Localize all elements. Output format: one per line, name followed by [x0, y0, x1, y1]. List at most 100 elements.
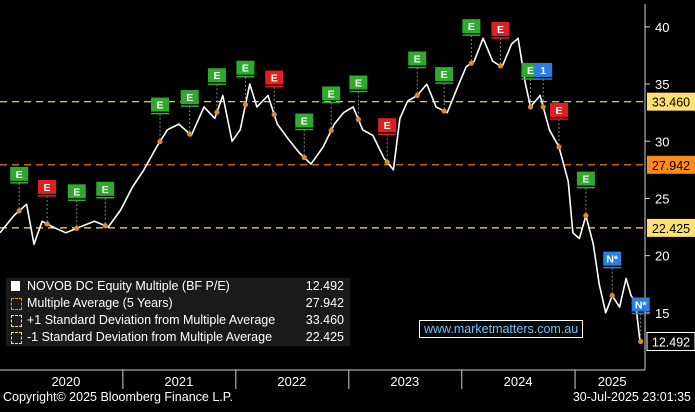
y-tick-label: 15	[655, 306, 669, 321]
event-badge	[151, 97, 170, 112]
legend-label: +1 Standard Deviation from Multiple Aver…	[27, 313, 276, 327]
reference-value-tag	[647, 218, 695, 237]
event-dot	[355, 116, 362, 123]
event-dot	[540, 104, 546, 110]
event-dot	[414, 92, 420, 99]
event-label: N*	[635, 299, 648, 311]
event-badge	[96, 181, 115, 196]
copyright-text: Copyright© 2025 Bloomberg Finance L.P.	[3, 390, 233, 404]
last-value-label: 12.492	[652, 335, 690, 349]
event-label: E	[414, 54, 421, 66]
series-line	[0, 37, 641, 342]
event-label: 1	[540, 65, 546, 77]
event-badge	[491, 21, 510, 36]
event-label: E	[242, 63, 249, 75]
event-badge	[295, 113, 314, 128]
legend-item: -1 Standard Deviation from Multiple Aver…	[6, 329, 350, 346]
event-label: E	[44, 182, 51, 194]
footer: Copyright© 2025 Bloomberg Finance L.P. 3…	[0, 389, 695, 407]
event-dot	[157, 138, 163, 145]
event-badge	[549, 102, 568, 117]
event-dot	[583, 212, 589, 219]
event-badge	[631, 297, 650, 312]
event-label: E	[384, 120, 391, 132]
event-label: E	[102, 184, 109, 196]
event-label: N*	[606, 254, 619, 266]
x-tick-label: 2024	[504, 374, 533, 389]
legend-label: NOVOB DC Equity Multiple (BF P/E)	[27, 279, 230, 293]
event-dot	[556, 144, 562, 150]
event-label: E	[16, 169, 23, 181]
x-tick-label: 2022	[277, 374, 306, 389]
event-label: E	[186, 92, 193, 104]
event-badge	[10, 166, 29, 181]
reference-value-label: 33.460	[652, 96, 690, 110]
x-tick-label: 2023	[390, 374, 419, 389]
event-badge	[534, 62, 553, 77]
event-dot	[441, 108, 447, 114]
event-label: E	[73, 186, 80, 198]
event-dot	[187, 131, 193, 137]
event-label: E	[301, 116, 308, 128]
event-dot	[74, 225, 80, 231]
legend-value: 33.460	[305, 313, 344, 327]
event-dot	[102, 223, 108, 229]
event-badge	[576, 171, 595, 186]
event-dot	[468, 60, 474, 66]
event-dot	[242, 102, 249, 108]
y-tick-label: 35	[655, 77, 669, 92]
source-link[interactable]: www.marketmatters.com.au	[419, 320, 584, 338]
event-dot	[328, 127, 334, 134]
legend-value: 22.425	[305, 330, 344, 344]
legend-label: Multiple Average (5 Years)	[27, 296, 173, 310]
x-tick-label: 2025	[598, 374, 627, 389]
event-dot	[384, 159, 390, 165]
reference-value-label: 22.425	[652, 222, 690, 236]
event-label: E	[328, 88, 335, 100]
legend-swatch-dashed	[11, 332, 22, 344]
event-label: E	[157, 100, 164, 112]
event-label: E	[527, 65, 534, 77]
event-dot	[497, 63, 504, 69]
event-badge	[38, 179, 57, 194]
legend-value: 27.942	[305, 296, 344, 310]
event-badge	[180, 90, 199, 105]
legend-item: Multiple Average (5 Years) 27.942	[6, 295, 350, 312]
event-badge	[207, 68, 226, 83]
legend-swatch-dashed	[11, 315, 22, 327]
event-label: E	[271, 73, 278, 85]
legend-swatch-solid	[11, 281, 20, 291]
event-dot	[527, 104, 534, 110]
y-tick-label: 30	[655, 134, 669, 149]
event-dot	[44, 221, 50, 227]
y-tick-label: 25	[655, 191, 669, 206]
legend-item: NOVOB DC Equity Multiple (BF P/E) 12.492	[6, 278, 350, 295]
last-value-tag	[646, 331, 695, 351]
x-tick-label: 2021	[164, 374, 193, 389]
event-badge	[378, 118, 397, 133]
event-label: E	[213, 70, 220, 82]
legend-value: 12.492	[305, 279, 344, 293]
event-dot	[214, 109, 220, 115]
event-label: E	[497, 24, 504, 36]
event-dot	[609, 293, 615, 299]
event-dot	[16, 208, 22, 214]
legend-item: +1 Standard Deviation from Multiple Aver…	[6, 312, 350, 329]
event-dot	[271, 111, 277, 118]
event-badge	[408, 51, 427, 66]
legend-label: -1 Standard Deviation from Multiple Aver…	[27, 330, 273, 344]
event-label: E	[468, 21, 475, 33]
event-label: E	[355, 77, 362, 89]
reference-value-tag	[647, 92, 695, 111]
event-badge	[349, 75, 368, 90]
reference-value-tag	[647, 155, 695, 174]
event-label: E	[555, 105, 562, 117]
timestamp-text: 30-Jul-2025 23:01:35	[572, 390, 691, 404]
event-dot	[638, 338, 644, 345]
y-tick-label: 20	[655, 249, 669, 264]
event-label: E	[582, 174, 589, 186]
event-label: E	[441, 69, 448, 81]
event-badge	[462, 19, 481, 34]
